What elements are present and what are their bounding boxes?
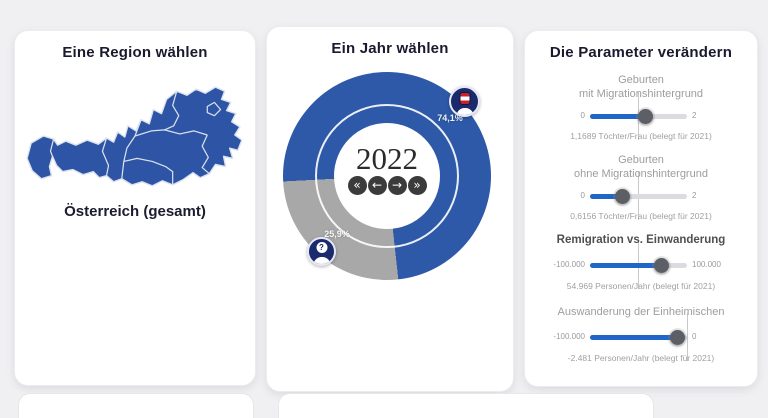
slider-min-label: -100.000: [553, 260, 585, 269]
region-card-title: Eine Region wählen: [62, 44, 208, 61]
selected-year: 2022: [356, 141, 418, 176]
slider-value-label: -2.481 Personen/Jahr (belegt für 2021): [567, 353, 715, 363]
slider-max-label: 2: [692, 191, 697, 200]
slider-track-auswanderung-der-einheimischen[interactable]: [590, 330, 687, 345]
slider-thumb-geburten-mit-migrationshintergrund[interactable]: [637, 109, 653, 124]
slider-min-label: 0: [580, 111, 585, 120]
next-year-button[interactable]: →: [387, 176, 407, 195]
slider-track-remigration-vs-einwanderung[interactable]: [590, 258, 687, 273]
slider-label-geburten-ohne-migrationshintergrund: Geburten ohne Migrationshintergrund: [574, 154, 708, 180]
params-card-title: Die Parameter verändern: [549, 44, 733, 61]
austria-flag-head: [459, 92, 470, 105]
slider-value-label: 0,6156 Töchter/Frau (belegt für 2021): [570, 211, 712, 221]
slider-max-label: 100.000: [692, 260, 721, 269]
slider-thumb-remigration-vs-einwanderung[interactable]: [653, 258, 669, 273]
minor-share-label: 25,9%: [324, 229, 350, 239]
slider-fill: [590, 194, 623, 199]
slider-group-auswanderung-der-einheimischen: Auswanderung der Einheimischen -100.000 0-…: [525, 303, 757, 375]
slider-min-label: 0: [580, 191, 585, 200]
austria-map[interactable]: [23, 77, 247, 195]
slider-thumb-auswanderung-der-einheimischen[interactable]: [670, 330, 686, 345]
slider-max-label: 2: [692, 111, 697, 120]
region-selector-card: Eine Region wählen Österreich (gesamt): [14, 30, 256, 386]
slider-value-label: 1,1689 Töchter/Frau (belegt für 2021): [570, 131, 712, 141]
major-share-label: 74,1%: [437, 113, 463, 123]
next-row-card-right: [278, 393, 654, 418]
year-selector-card: Ein Jahr wählen 74,1% 25,9% ? 2022 « ← →…: [266, 26, 514, 392]
slider-label-geburten-mit-migrationshintergrund: Geburten mit Migrationshintergrund: [578, 74, 704, 100]
year-navigation: « ← → »: [283, 176, 491, 195]
slider-group-geburten-mit-migrationshintergrund: Geburten mit Migrationshintergrund 0 2 1,168…: [525, 71, 757, 151]
first-year-button[interactable]: «: [347, 176, 367, 195]
slider-label-auswanderung-der-einheimischen: Auswanderung der Einheimischen: [557, 306, 725, 318]
migration-person-icon: ?: [307, 237, 336, 266]
slider-group-geburten-ohne-migrationshintergrund: Geburten ohne Migrationshintergrund 0 2 0,61…: [525, 151, 757, 231]
reference-line: [686, 313, 688, 361]
slider-label-remigration-vs-einwanderung: Remigration vs. Einwanderung: [556, 234, 726, 246]
selected-region-label: Österreich (gesamt): [64, 203, 206, 220]
last-year-button[interactable]: »: [407, 176, 427, 195]
state-borders: [49, 91, 222, 185]
slider-fill: [590, 114, 646, 119]
slider-row: -100.000 0: [553, 313, 696, 361]
slider-thumb-geburten-ohne-migrationshintergrund[interactable]: [615, 189, 631, 204]
slider-group-remigration-vs-einwanderung: Remigration vs. Einwanderung -100.000 100.…: [525, 231, 757, 303]
slider-track-geburten-mit-migrationshintergrund[interactable]: [590, 109, 687, 124]
slider-max-label: 0: [692, 332, 697, 341]
slider-track-geburten-ohne-migrationshintergrund[interactable]: [590, 189, 687, 204]
slider-min-label: -100.000: [553, 332, 585, 341]
next-row-card-left: [18, 393, 254, 418]
austrian-person-icon: [449, 86, 480, 117]
slider-fill: [590, 263, 662, 268]
slider-fill: [590, 335, 678, 340]
year-card-title: Ein Jahr wählen: [331, 40, 449, 57]
slider-list: Geburten mit Migrationshintergrund 0 2 1,168…: [525, 71, 757, 375]
slider-row: -100.000 100.000: [553, 241, 721, 289]
slider-value-label: 54.969 Personen/Jahr (belegt für 2021): [566, 281, 716, 291]
austria-map-svg[interactable]: [23, 77, 247, 195]
previous-year-button[interactable]: ←: [367, 176, 387, 195]
parameters-card: Die Parameter verändern Geburten mit Migr…: [524, 30, 758, 387]
